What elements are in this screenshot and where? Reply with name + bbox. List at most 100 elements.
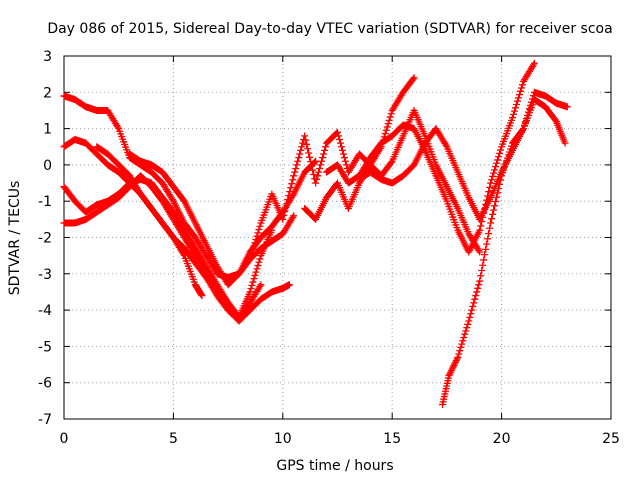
data-point-fill [496, 149, 504, 157]
data-point-fill [464, 320, 472, 328]
data-point-fill [249, 245, 257, 253]
data-point-fill [484, 192, 492, 200]
data-point-fill [256, 282, 264, 290]
data-point [257, 281, 265, 289]
data-point-fill [475, 281, 483, 289]
data-point-fill [313, 175, 321, 183]
data-point-fill [315, 168, 323, 176]
data-point-fill [316, 165, 324, 173]
data-point [530, 59, 538, 67]
y-tick-label: -2 [38, 231, 52, 247]
data-point-fill [341, 157, 349, 165]
data-point-fill [307, 158, 315, 166]
data-point-fill [296, 150, 304, 158]
data-point [285, 281, 293, 289]
data-point-fill [255, 226, 263, 234]
data-point-fill [457, 343, 465, 351]
data-point-fill [256, 222, 264, 230]
data-point-fill [446, 370, 454, 378]
data-point-fill [484, 235, 492, 243]
data-point-fill [493, 159, 501, 167]
data-point-fill [305, 149, 313, 157]
data-point-fill [314, 172, 322, 180]
data-point-fill [490, 206, 498, 214]
data-point-fill [387, 159, 395, 167]
data-point-fill [338, 146, 346, 154]
data-point-fill [253, 265, 261, 273]
data-point [246, 288, 254, 296]
data-point-fill [321, 146, 329, 154]
data-point-fill [516, 91, 524, 99]
data-point-fill [340, 154, 348, 162]
data-point-fill [292, 165, 300, 173]
y-tick-label: -4 [38, 303, 52, 319]
data-point-fill [515, 94, 523, 102]
data-point-fill [496, 180, 504, 188]
data-point-fill [247, 252, 255, 260]
data-point-fill [510, 110, 518, 118]
series-track-11 [439, 96, 569, 408]
x-tick-label: 20 [493, 431, 511, 447]
data-point-fill [491, 166, 499, 174]
data-point-fill [254, 262, 262, 270]
y-tick-label: -6 [38, 376, 52, 392]
data-point-fill [409, 75, 417, 83]
data-point-fill [255, 258, 263, 266]
data-point-fill [447, 368, 455, 376]
chart-title: Day 086 of 2015, Sidereal Day-to-day VTE… [47, 21, 612, 37]
data-point-fill [491, 202, 499, 210]
data-point [312, 179, 320, 187]
series-track-5 [93, 143, 293, 325]
data-point-fill [495, 153, 503, 161]
data-point-fill [298, 143, 306, 151]
y-tick-label: -5 [38, 339, 52, 355]
data-point-fill [253, 232, 261, 240]
data-point-fill [472, 292, 480, 300]
data-point [301, 132, 309, 140]
x-tick-label: 15 [383, 431, 401, 447]
data-point-fill [442, 141, 450, 149]
data-point-fill [482, 245, 490, 253]
data-point-fill [251, 239, 259, 247]
data-point-fill [319, 154, 327, 162]
data-point-fill [168, 196, 176, 204]
data-point-fill [488, 215, 496, 223]
data-point-fill [470, 299, 478, 307]
data-point-fill [247, 285, 255, 293]
data-point-fill [492, 198, 500, 206]
data-point-fill [254, 229, 262, 237]
data-point-fill [461, 330, 469, 338]
series-track-10 [355, 88, 571, 223]
data-point-fill [287, 184, 295, 192]
data-point-fill [248, 249, 256, 257]
data-point-fill [493, 193, 501, 201]
data-point-fill [511, 107, 519, 115]
data-point-fill [453, 355, 461, 363]
data-point-fill [468, 306, 476, 314]
data-point-fill [281, 207, 289, 215]
data-point [476, 277, 484, 285]
data-point-fill [336, 139, 344, 147]
data-point-fill [516, 87, 524, 95]
data-point-fill [450, 362, 458, 370]
data-point-fill [477, 222, 485, 230]
data-point [445, 371, 453, 379]
data-point-fill [289, 176, 297, 184]
data-point-fill [386, 113, 394, 121]
data-point [487, 219, 495, 227]
data-point-fill [311, 158, 319, 166]
data-point [509, 114, 517, 122]
data-point [198, 292, 206, 300]
data-point-fill [334, 132, 342, 140]
data-point-fill [308, 162, 316, 170]
data-point-fill [467, 310, 475, 318]
data-point-fill [318, 157, 326, 165]
data-point-fill [469, 302, 477, 310]
data-point-fill [479, 261, 487, 269]
data-point-fill [295, 154, 303, 162]
x-tick-label: 10 [274, 431, 292, 447]
data-point-fill [304, 145, 312, 153]
data-point-fill [447, 366, 455, 374]
data-point-fill [529, 61, 537, 69]
